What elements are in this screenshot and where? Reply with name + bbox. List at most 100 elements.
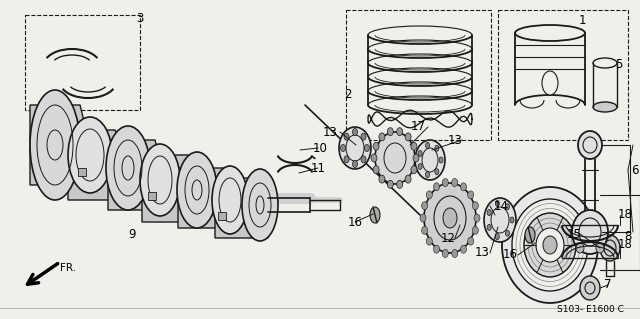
Ellipse shape xyxy=(106,126,150,210)
Ellipse shape xyxy=(512,199,588,291)
Bar xyxy=(218,212,226,220)
Text: 5: 5 xyxy=(615,58,623,71)
Text: 8: 8 xyxy=(624,231,632,243)
Ellipse shape xyxy=(468,237,474,245)
Ellipse shape xyxy=(422,202,428,210)
Ellipse shape xyxy=(30,90,80,200)
Ellipse shape xyxy=(439,157,443,163)
Bar xyxy=(148,192,156,200)
Ellipse shape xyxy=(379,175,385,183)
Ellipse shape xyxy=(426,191,432,199)
Text: 7: 7 xyxy=(604,278,612,292)
Ellipse shape xyxy=(411,142,417,150)
Bar xyxy=(25,15,140,110)
Ellipse shape xyxy=(524,213,576,277)
Ellipse shape xyxy=(413,154,419,162)
Text: FR.: FR. xyxy=(60,263,76,273)
Ellipse shape xyxy=(242,169,278,241)
Ellipse shape xyxy=(484,198,516,242)
Ellipse shape xyxy=(68,117,112,193)
Ellipse shape xyxy=(433,183,440,191)
Ellipse shape xyxy=(506,204,509,210)
Ellipse shape xyxy=(387,180,394,188)
Ellipse shape xyxy=(525,227,535,243)
Polygon shape xyxy=(142,155,205,222)
Ellipse shape xyxy=(375,132,415,184)
Ellipse shape xyxy=(536,228,564,262)
Ellipse shape xyxy=(572,210,608,254)
Ellipse shape xyxy=(418,151,422,157)
Ellipse shape xyxy=(426,142,429,148)
Ellipse shape xyxy=(373,166,379,174)
Ellipse shape xyxy=(596,243,604,253)
Text: 17: 17 xyxy=(410,121,426,133)
Ellipse shape xyxy=(600,235,620,261)
Ellipse shape xyxy=(370,207,380,223)
Ellipse shape xyxy=(177,152,217,228)
Ellipse shape xyxy=(365,145,369,152)
Ellipse shape xyxy=(379,133,385,141)
Ellipse shape xyxy=(487,210,491,216)
Ellipse shape xyxy=(502,187,598,303)
Bar xyxy=(498,10,628,140)
Ellipse shape xyxy=(361,156,366,163)
Text: 12: 12 xyxy=(440,232,456,244)
Ellipse shape xyxy=(420,214,426,222)
Ellipse shape xyxy=(397,180,403,188)
Text: 16: 16 xyxy=(348,216,362,228)
Ellipse shape xyxy=(435,169,439,175)
Ellipse shape xyxy=(580,276,600,300)
Ellipse shape xyxy=(474,214,480,222)
Ellipse shape xyxy=(452,249,458,257)
Text: 18: 18 xyxy=(618,239,632,251)
Polygon shape xyxy=(108,140,168,210)
Ellipse shape xyxy=(593,102,617,112)
Ellipse shape xyxy=(578,131,602,159)
Ellipse shape xyxy=(426,237,432,245)
Ellipse shape xyxy=(426,172,429,178)
Text: 13: 13 xyxy=(475,247,490,259)
Ellipse shape xyxy=(433,245,440,253)
Bar xyxy=(346,10,491,140)
Polygon shape xyxy=(30,105,95,185)
Ellipse shape xyxy=(472,202,478,210)
Ellipse shape xyxy=(373,142,379,150)
Ellipse shape xyxy=(515,25,585,41)
Text: 11: 11 xyxy=(310,161,326,174)
Text: 13: 13 xyxy=(447,133,463,146)
Text: 13: 13 xyxy=(323,125,337,138)
Text: 2: 2 xyxy=(344,88,352,101)
Ellipse shape xyxy=(542,71,558,95)
Ellipse shape xyxy=(339,127,371,169)
Ellipse shape xyxy=(443,208,457,228)
Ellipse shape xyxy=(405,133,411,141)
Ellipse shape xyxy=(510,217,514,223)
Ellipse shape xyxy=(361,133,366,140)
Ellipse shape xyxy=(422,226,428,234)
Bar xyxy=(78,168,86,176)
Ellipse shape xyxy=(506,230,509,236)
Ellipse shape xyxy=(415,140,445,180)
Text: 14: 14 xyxy=(493,199,509,212)
Ellipse shape xyxy=(461,183,467,191)
Text: S103- E1600 C: S103- E1600 C xyxy=(557,306,623,315)
Ellipse shape xyxy=(353,129,358,136)
Ellipse shape xyxy=(468,191,474,199)
Ellipse shape xyxy=(442,179,448,187)
Ellipse shape xyxy=(344,156,349,163)
Ellipse shape xyxy=(387,128,394,136)
Ellipse shape xyxy=(340,145,346,152)
Ellipse shape xyxy=(353,160,358,167)
Text: 15: 15 xyxy=(566,227,581,241)
Ellipse shape xyxy=(461,245,467,253)
Ellipse shape xyxy=(452,179,458,187)
Ellipse shape xyxy=(371,154,377,162)
Ellipse shape xyxy=(487,224,491,230)
Ellipse shape xyxy=(543,236,557,254)
Text: 1: 1 xyxy=(579,13,586,26)
Polygon shape xyxy=(68,130,135,200)
Ellipse shape xyxy=(576,243,584,253)
Text: 3: 3 xyxy=(136,11,144,25)
Ellipse shape xyxy=(212,166,248,234)
Ellipse shape xyxy=(344,133,349,140)
